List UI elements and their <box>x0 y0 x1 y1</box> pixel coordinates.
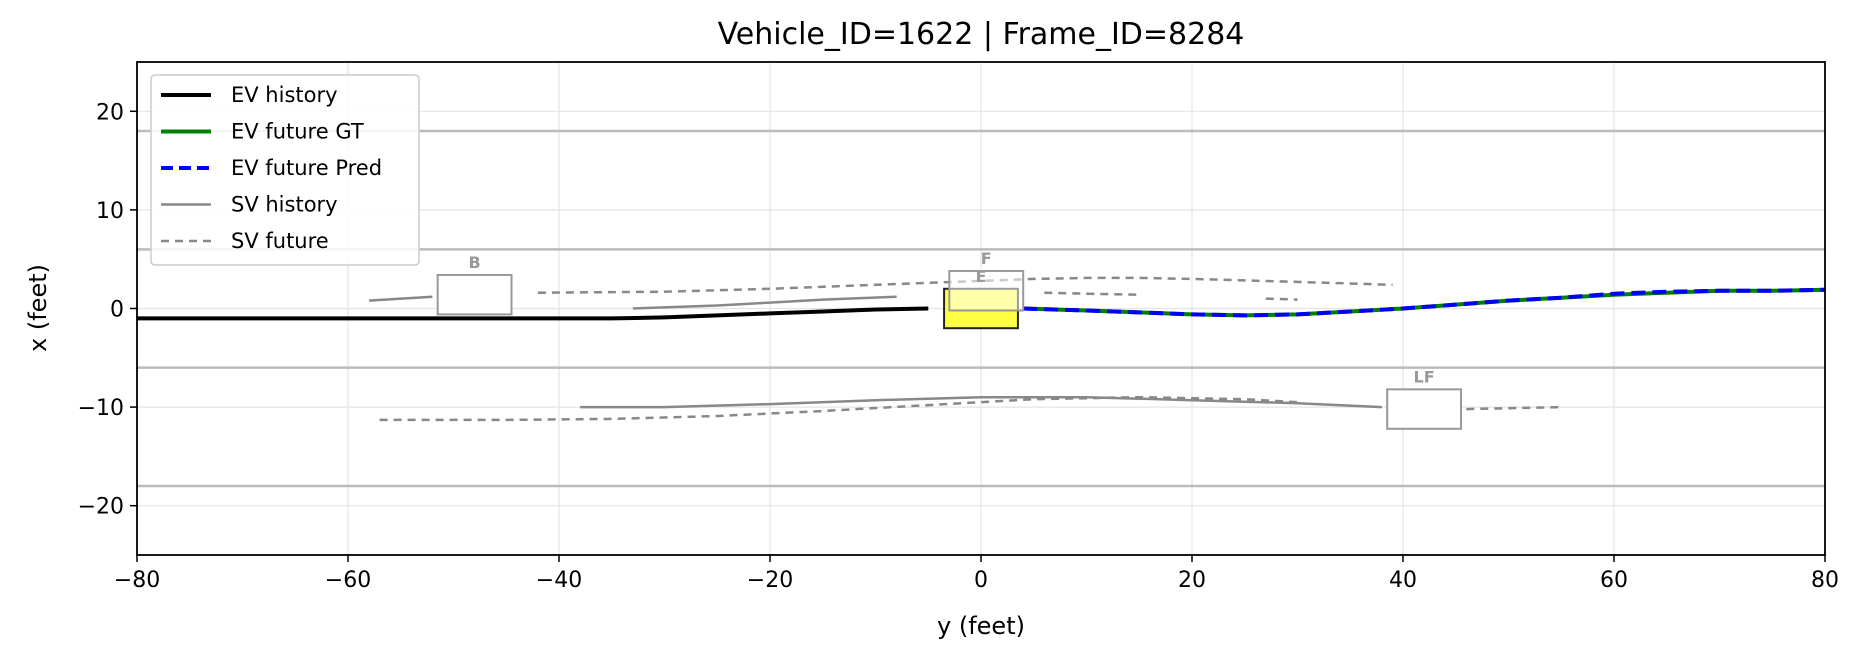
series-sv-future <box>379 395 1298 422</box>
x-tick-label: 60 <box>1600 568 1628 593</box>
x-tick-label: −60 <box>325 568 371 593</box>
vehicle-box-lf <box>1386 388 1463 430</box>
vehicle-boxes: EFBLF <box>436 249 1463 430</box>
y-tick-label: −10 <box>78 396 124 421</box>
series-lines <box>137 276 1826 422</box>
series-ev-future-pred <box>1023 287 1826 318</box>
legend: EV history EV future GT EV future Pred SV h… <box>150 74 420 266</box>
x-tick-label: 0 <box>974 568 988 593</box>
vehicle-label-f: F <box>981 249 992 268</box>
lane-lines <box>137 129 1825 488</box>
y-axis-label: x (feet) <box>24 264 52 352</box>
y-tick-label: 0 <box>110 298 124 323</box>
chart-title: Vehicle_ID=1622 | Frame_ID=8284 <box>718 17 1245 52</box>
series-sv-history <box>580 395 1382 409</box>
series-ev-future-gt <box>1023 287 1826 318</box>
legend-label: SV history <box>231 193 338 217</box>
y-tick-label: 20 <box>96 100 124 125</box>
x-tick-label: 40 <box>1389 568 1417 593</box>
x-axis-label: y (feet) <box>937 612 1025 640</box>
legend-label: SV future <box>231 229 329 253</box>
y-tick-label: −20 <box>78 495 124 520</box>
series-sv-future <box>1265 297 1298 301</box>
x-ticks: −80 −60 −40 −20 0 20 40 60 80 <box>114 555 1839 593</box>
y-tick-label: 10 <box>96 199 124 224</box>
series-sv-future <box>537 276 1393 294</box>
series-sv-future <box>1466 405 1562 411</box>
legend-label: EV future GT <box>231 120 364 144</box>
x-tick-label: 80 <box>1811 568 1839 593</box>
y-ticks: −20 −10 0 10 20 <box>78 100 137 520</box>
legend-label: EV history <box>231 83 338 107</box>
legend-box <box>150 74 420 266</box>
series-ev-history <box>137 306 929 321</box>
vehicle-label-b: B <box>468 253 480 272</box>
x-tick-label: 20 <box>1178 568 1206 593</box>
vehicle-box-b <box>436 273 513 316</box>
legend-label: EV future Pred <box>231 156 382 180</box>
series-sv-future <box>1044 291 1140 296</box>
vehicle-label-lf: LF <box>1414 367 1435 386</box>
vehicle-box-f <box>948 270 1025 312</box>
x-tick-label: −40 <box>536 568 582 593</box>
x-tick-label: −20 <box>747 568 793 593</box>
series-sv-history <box>632 295 897 310</box>
series-sv-history <box>369 295 433 302</box>
x-tick-label: −80 <box>114 568 160 593</box>
